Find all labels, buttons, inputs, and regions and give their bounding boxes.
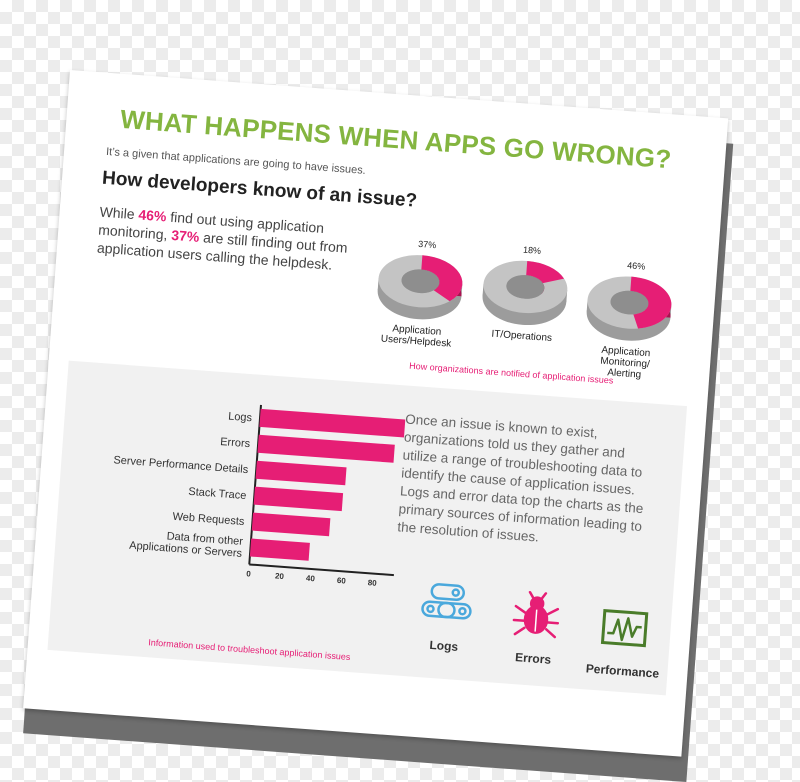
x-tick-label: 80: [367, 578, 377, 588]
donut-hole: [610, 290, 649, 315]
category-label: Logs: [228, 411, 253, 425]
logs-icon: [414, 577, 478, 641]
lead-stat-monitoring: 46%: [137, 206, 168, 225]
findings-paragraph: Once an issue is known to exist, organiz…: [396, 411, 644, 545]
donut-category-label: Users/Helpdesk: [380, 334, 452, 350]
lead-stat-helpdesk: 37%: [170, 226, 200, 245]
category-label: Data from other: [166, 530, 243, 548]
x-axis-line: [249, 563, 404, 577]
donut-slice: [630, 276, 672, 329]
donut-percent-label: 18%: [523, 245, 542, 256]
donut-category-label: Monitoring/: [600, 356, 650, 371]
donut-charts: 37%ApplicationUsers/Helpdesk18%IT/Operat…: [377, 239, 672, 381]
bar: [253, 486, 344, 512]
category-label: Server Performance Details: [113, 454, 249, 476]
performance-icon: [593, 602, 657, 666]
category-label: Stack Trace: [188, 486, 247, 502]
donut-hole: [401, 269, 440, 294]
infographic-sheet: WHAT HAPPENS WHEN APPS GO WRONG? It’s a …: [23, 70, 729, 757]
x-tick-label: 0: [246, 569, 252, 578]
donut-1: 18% IT/Operations: [482, 245, 568, 344]
bar: [257, 434, 395, 463]
bug-icon: [504, 589, 568, 653]
bar: [259, 408, 407, 438]
donut-percent-label: 46%: [627, 260, 646, 271]
bar: [251, 512, 331, 537]
lead-paragraph: While 46% find out using application mon…: [96, 203, 364, 276]
donut-slice: [421, 255, 463, 302]
category-label: Errors: [220, 436, 251, 450]
donut-category-label: Alerting: [607, 367, 642, 380]
lead-text-1: While: [99, 203, 140, 223]
donut-percent-label: 37%: [418, 239, 437, 250]
x-tick-label: 20: [275, 571, 285, 581]
y-axis-line: [248, 404, 262, 565]
donut-category-label: Application: [392, 323, 442, 338]
donut-slice: [526, 260, 565, 284]
bar: [255, 460, 347, 486]
donut-category-label: Application: [601, 345, 651, 360]
donut-category-label: IT/Operations: [491, 329, 552, 344]
category-label: Web Requests: [172, 511, 245, 528]
bar-chart: Logs Errors Server Performance Details Stac…: [113, 404, 407, 590]
bar: [249, 538, 310, 561]
page-title: WHAT HAPPENS WHEN APPS GO WRONG?: [119, 103, 673, 175]
donut-hole: [506, 275, 545, 299]
x-tick-label: 40: [306, 574, 316, 584]
x-tick-label: 60: [337, 576, 347, 586]
